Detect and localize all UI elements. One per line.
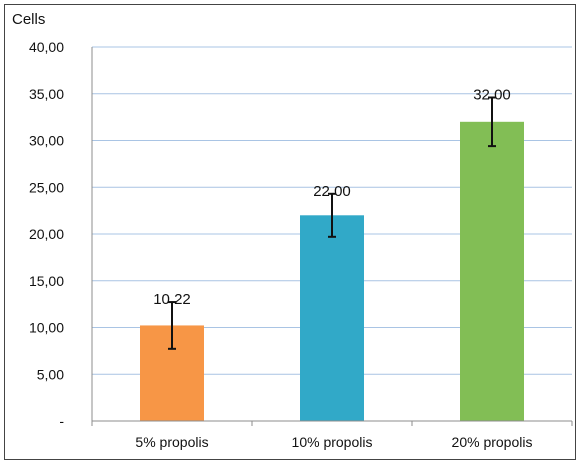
y-tick-label: 10,00 bbox=[29, 320, 64, 336]
x-category-label: 5% propolis bbox=[135, 434, 208, 450]
y-tick-label: 35,00 bbox=[29, 86, 64, 102]
y-tick-label: 25,00 bbox=[29, 179, 64, 195]
y-tick-label: - bbox=[59, 413, 64, 429]
x-category-label: 10% propolis bbox=[292, 434, 373, 450]
y-axis-label: Cells bbox=[12, 11, 45, 28]
y-tick-label: 5,00 bbox=[37, 366, 64, 382]
bars bbox=[140, 121, 524, 422]
y-tick-label: 30,00 bbox=[29, 133, 64, 149]
y-tick-labels: - 5,00 10,00 15,00 20,00 25,00 30,00 35,00 40,00 bbox=[29, 39, 64, 429]
bar bbox=[460, 121, 524, 422]
data-label: 10,22 bbox=[153, 291, 191, 308]
axes bbox=[91, 47, 573, 426]
data-label: 32,00 bbox=[473, 86, 511, 103]
y-tick-label: 20,00 bbox=[29, 226, 64, 242]
error-bars bbox=[168, 96, 496, 350]
x-category-label: 20% propolis bbox=[452, 434, 533, 450]
data-label: 22,00 bbox=[313, 183, 351, 200]
x-category-labels: 5% propolis 10% propolis 20% propolis bbox=[135, 434, 532, 450]
data-labels: 10,22 22,00 32,00 bbox=[153, 86, 511, 308]
bar bbox=[300, 215, 364, 421]
y-tick-label: 40,00 bbox=[29, 39, 64, 55]
y-tick-label: 15,00 bbox=[29, 273, 64, 289]
